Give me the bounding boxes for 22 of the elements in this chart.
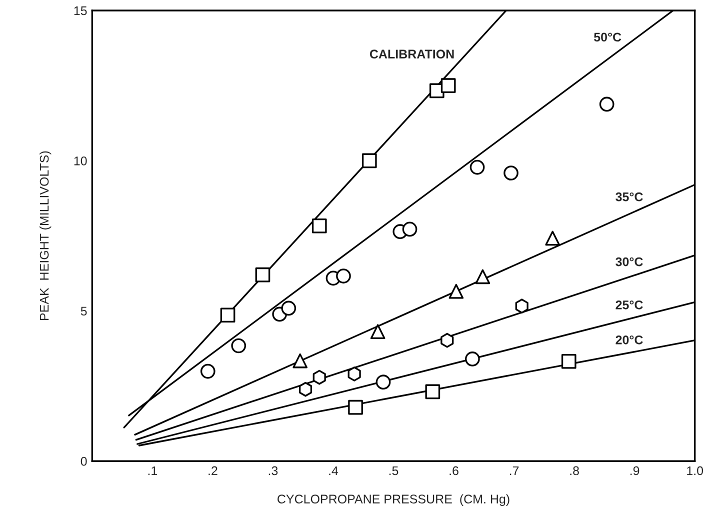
x-tick-label: .6 <box>450 466 458 476</box>
x-tick-label: .5 <box>389 466 398 476</box>
x-tick-label: .7 <box>510 466 519 476</box>
series-label: 50°C <box>594 32 622 42</box>
series-label: 30°C <box>616 257 643 266</box>
x-tick-label: .2 <box>208 466 218 476</box>
series-label: 25°C <box>616 300 643 310</box>
x-tick-label: .4 <box>329 466 338 476</box>
series-label: 20°C <box>616 335 643 344</box>
series-label: 35°C <box>616 192 643 202</box>
x-tick-label: 1.0 <box>687 466 704 476</box>
x-tick-label: .9 <box>630 466 640 476</box>
x-axis-title: CYCLOPROPANE PRESSURE (CM. Hg) <box>278 494 510 506</box>
y-tick-label: 15 <box>74 6 87 16</box>
y-tick-label: 0 <box>80 456 87 466</box>
x-tick-label: .3 <box>268 466 278 476</box>
y-axis-title: PEAK HEIGHT (MILLIVOLTS) <box>40 151 52 320</box>
x-tick-label: .1 <box>148 466 158 476</box>
x-tick-label: .8 <box>570 466 579 476</box>
y-tick-label: 10 <box>74 156 87 166</box>
y-tick-label: 5 <box>80 306 87 316</box>
series-label: CALIBRATION <box>370 50 454 59</box>
